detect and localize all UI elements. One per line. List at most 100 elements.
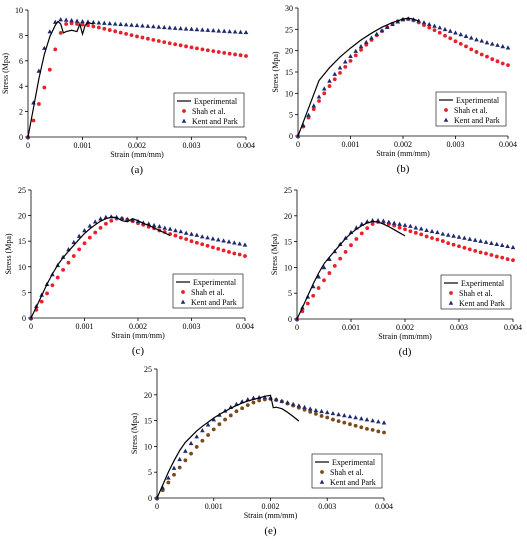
data-point-kent-park — [156, 24, 162, 29]
data-point-shah — [251, 400, 256, 405]
data-point-shah — [500, 255, 505, 260]
legend-swatch-triangle — [180, 299, 186, 304]
legend-box — [173, 92, 245, 128]
data-point-kent-park — [332, 71, 338, 76]
data-point-shah — [96, 25, 101, 30]
data-point-shah — [69, 21, 74, 26]
data-point-kent-park — [285, 400, 290, 405]
data-point-shah — [427, 25, 432, 30]
data-point-shah — [75, 22, 79, 26]
chart-panel-b: 0 0.001 0.002 0.003 0.004 0 5 10 15 20 25 30 Strain … — [271, 4, 517, 175]
y-tick-label: 5 — [148, 468, 152, 477]
data-point-shah — [314, 411, 318, 416]
y-tick-label: 6 — [19, 57, 23, 66]
data-point-shah — [511, 258, 515, 263]
data-point-kent-park — [341, 413, 347, 418]
chart-panel-d: 0 0.001 0.002 0.003 0.004 0 5 10 15 20 25 Strain (m… — [270, 186, 522, 358]
data-point-kent-park — [499, 242, 505, 248]
data-point-shah — [457, 244, 461, 249]
data-point-shah — [505, 257, 510, 262]
y-axis-label: Stress (Mpa) — [271, 51, 280, 92]
legend-swatch-triangle — [448, 300, 454, 305]
data-point-kent-park — [194, 232, 200, 237]
panel-label: (e) — [264, 525, 277, 537]
data-point-shah — [479, 52, 484, 57]
x-tick-label: 0.004 — [375, 502, 393, 511]
data-point-shah — [45, 291, 49, 296]
data-point-shah — [448, 36, 453, 41]
data-point-kent-park — [440, 231, 446, 236]
y-tick-label: 10 — [284, 263, 292, 272]
data-point-shah — [194, 240, 199, 245]
data-point-shah — [462, 245, 467, 250]
data-point-shah — [311, 107, 316, 112]
y-tick-label: 15 — [144, 417, 152, 426]
panel-label: (b) — [397, 163, 410, 175]
legend-box — [435, 91, 507, 127]
x-tick-label: 0.003 — [183, 322, 201, 331]
data-point-kent-park — [429, 228, 435, 234]
data-point-kent-park — [319, 408, 324, 414]
x-tick-label: 0 — [295, 323, 299, 332]
data-point-kent-park — [437, 25, 443, 30]
data-point-kent-park — [353, 48, 359, 53]
data-point-kent-park — [98, 216, 103, 221]
data-point-kent-park — [171, 465, 177, 470]
data-point-kent-park — [194, 27, 200, 32]
data-point-kent-park — [311, 103, 317, 108]
data-point-shah — [305, 301, 310, 306]
x-tick-label: 0.002 — [262, 502, 280, 511]
legend-box — [440, 274, 512, 310]
data-point-shah — [172, 472, 176, 477]
data-point-shah — [353, 53, 358, 58]
y-axis-label: Stress (Mpa) — [1, 53, 10, 94]
data-point-shah — [500, 61, 505, 66]
legend-swatch-dot — [449, 291, 453, 295]
y-tick-label: 20 — [285, 47, 293, 56]
data-point-shah — [440, 239, 445, 243]
data-point-kent-park — [71, 239, 77, 245]
data-point-kent-park — [451, 233, 456, 238]
chart-panel-a: 0 0.001 0.002 0.003 0.004 0 2 4 6 8 10 Strain (mm/m… — [1, 6, 255, 176]
data-point-kent-park — [483, 239, 489, 244]
data-point-kent-park — [273, 397, 279, 402]
data-point-kent-park — [151, 222, 157, 228]
data-point-kent-park — [134, 22, 140, 28]
data-point-kent-park — [479, 38, 485, 43]
data-point-kent-park — [200, 27, 205, 32]
y-axis-label: Stress (Mpa) — [270, 234, 279, 275]
data-point-shah — [240, 406, 245, 411]
data-point-shah — [338, 70, 342, 75]
y-tick-label: 2 — [19, 108, 23, 117]
data-point-shah — [206, 433, 210, 437]
data-point-kent-park — [166, 475, 171, 480]
data-point-kent-park — [232, 240, 237, 245]
data-point-kent-park — [232, 29, 238, 34]
data-point-shah — [31, 118, 36, 123]
data-point-kent-park — [243, 29, 249, 35]
data-point-kent-park — [432, 23, 437, 28]
data-point-shah — [469, 47, 474, 52]
data-point-kent-park — [453, 30, 458, 35]
legend-label: Kent and Park — [330, 478, 376, 487]
x-tick-label: 0 — [29, 322, 33, 331]
data-point-shah — [216, 50, 221, 54]
data-point-kent-park — [391, 220, 397, 225]
data-point-shah — [435, 237, 440, 242]
data-point-shah — [245, 403, 250, 408]
y-tick-label: 25 — [284, 186, 292, 195]
y-tick-label: 5 — [289, 111, 293, 120]
data-point-shah — [135, 34, 139, 39]
data-point-shah — [308, 409, 313, 414]
data-point-kent-park — [112, 21, 118, 26]
data-point-kent-park — [321, 86, 327, 91]
data-point-kent-park — [468, 35, 474, 40]
data-point-kent-park — [145, 23, 151, 28]
data-point-kent-park — [167, 226, 173, 231]
y-tick-label: 10 — [144, 442, 152, 451]
data-point-shah — [506, 63, 510, 68]
y-tick-label: 10 — [285, 89, 293, 98]
data-point-kent-park — [177, 456, 182, 462]
